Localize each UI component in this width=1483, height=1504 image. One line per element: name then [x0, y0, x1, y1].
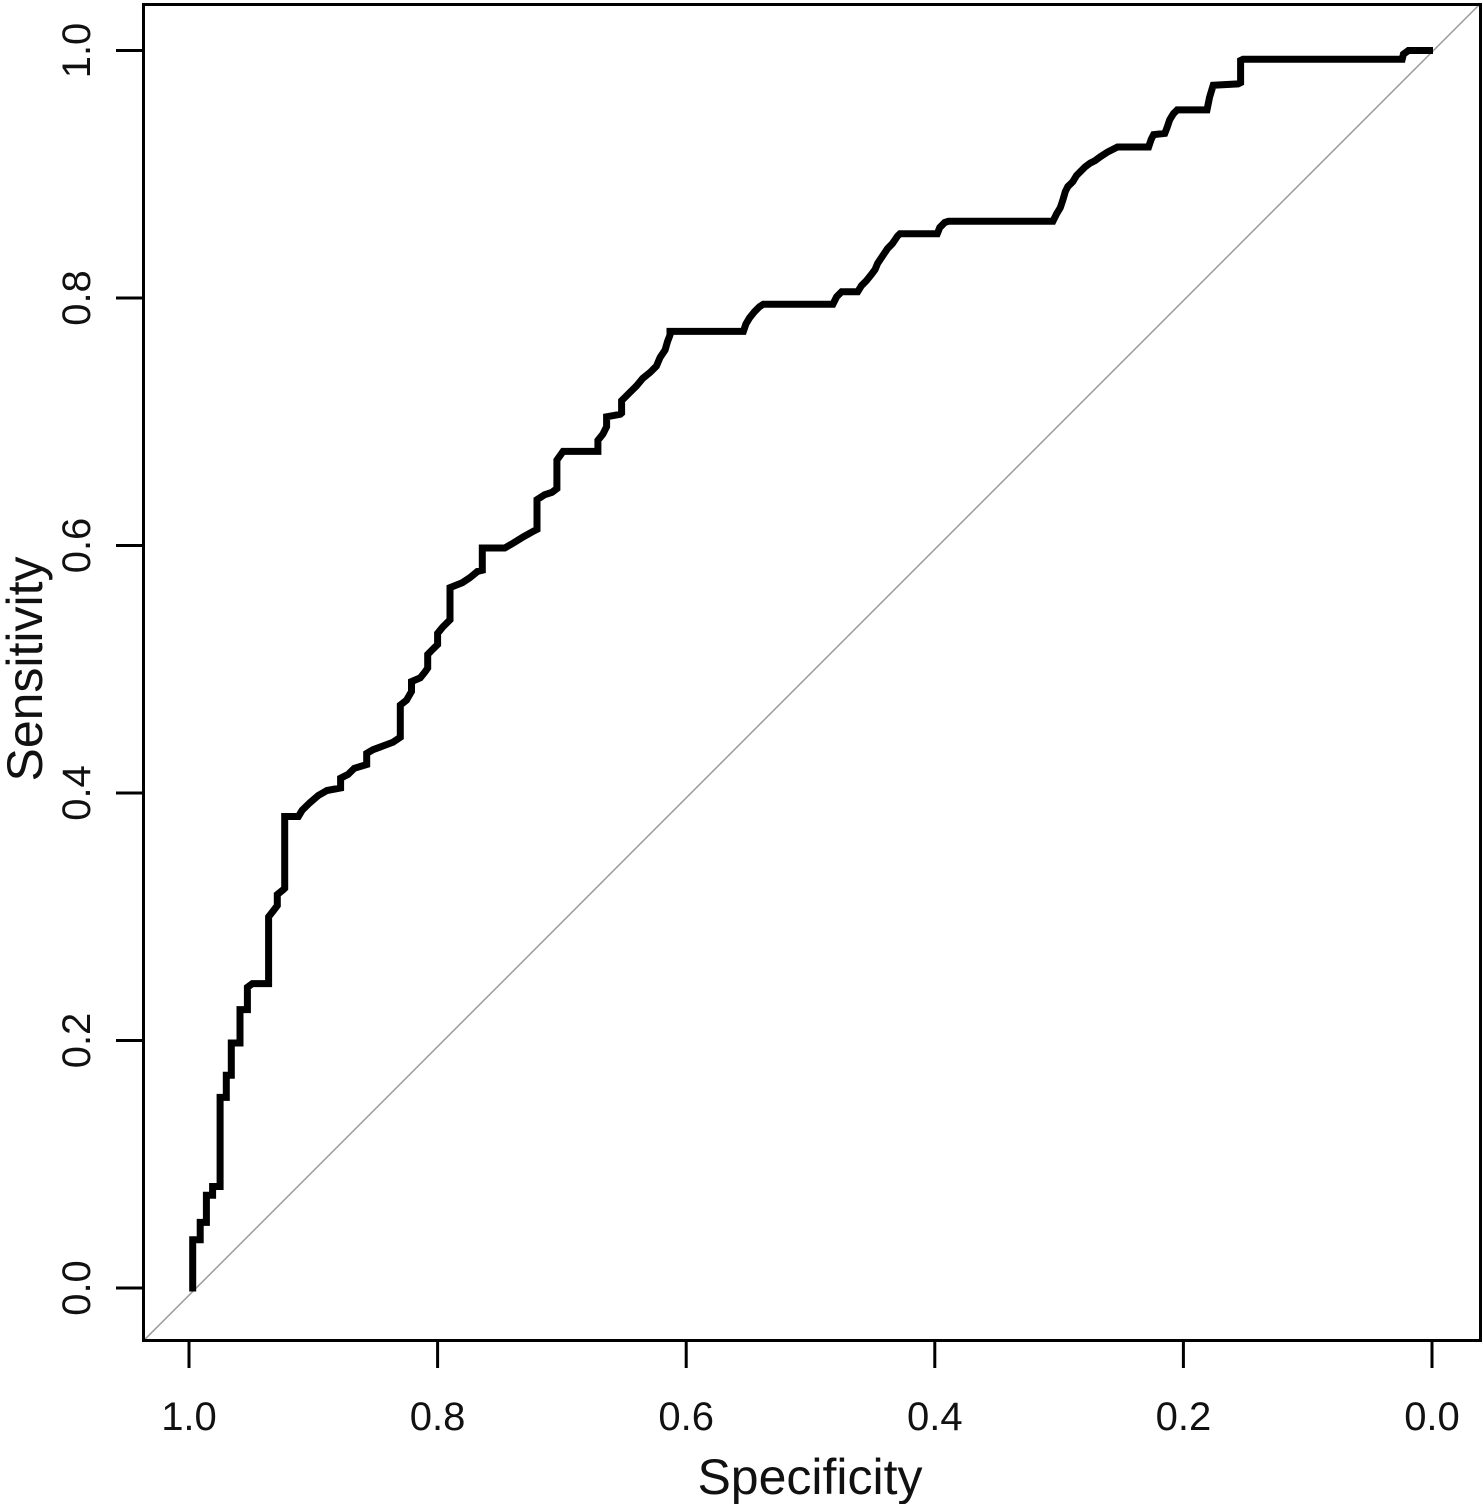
- x-axis-ticks: 1.0 0.8 0.6 0.4 0.2 0.0: [161, 1341, 1460, 1439]
- y-tick-label: 0.4: [55, 765, 99, 821]
- y-tick-label: 0.2: [55, 1013, 99, 1069]
- x-tick-label: 0.0: [1404, 1395, 1460, 1439]
- roc-curve-layer: [189, 47, 1433, 1292]
- y-tick-label: 0.6: [55, 518, 99, 574]
- y-tick-label: 0.0: [55, 1260, 99, 1316]
- chance-diagonal-line: [142, 2, 1482, 1342]
- y-tick-label: 0.8: [55, 270, 99, 326]
- x-axis-label: Specificity: [697, 1449, 922, 1504]
- x-tick-label: 0.6: [658, 1395, 714, 1439]
- x-tick-label: 0.4: [907, 1395, 963, 1439]
- plot-frame: [142, 3, 1482, 1342]
- x-tick-label: 0.8: [410, 1395, 466, 1439]
- y-axis-label: Sensitivity: [0, 556, 53, 781]
- y-tick-label: 1.0: [55, 23, 99, 79]
- y-axis-ticks: 0.0 0.2 0.4 0.6 0.8 1.0: [55, 23, 143, 1316]
- roc-curve-line: [189, 47, 1433, 1292]
- x-tick-label: 1.0: [161, 1395, 217, 1439]
- chance-line-layer: [142, 2, 1482, 1342]
- x-tick-label: 0.2: [1156, 1395, 1212, 1439]
